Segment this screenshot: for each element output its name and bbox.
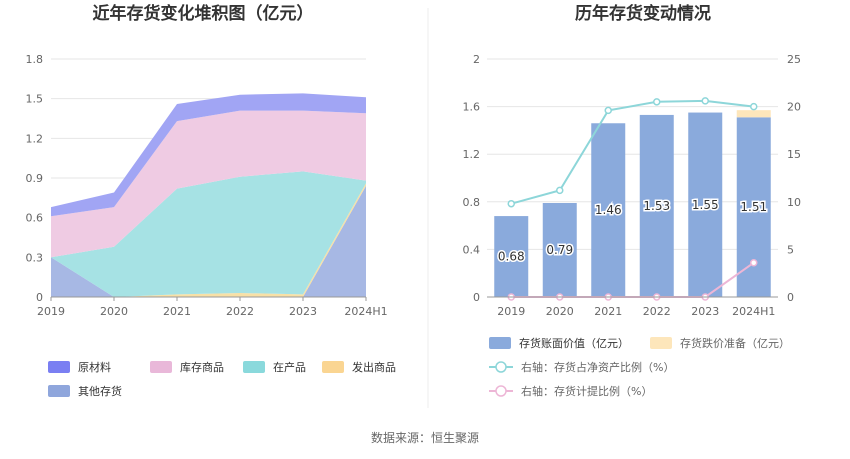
left-y-tick-label: 1.5 (26, 93, 44, 106)
right-legend-swatch (489, 337, 511, 349)
left-y-tick-label: 0 (36, 291, 43, 304)
left-x-tick-label: 2019 (37, 305, 65, 318)
left-y-tick-label: 1.2 (26, 132, 44, 145)
left-y-tick-label: 1.8 (26, 53, 44, 66)
left-legend-label: 原材料 (78, 360, 111, 374)
right-right-y-tick-label: 0 (787, 291, 794, 304)
bar-value-label: 0.79 (546, 243, 573, 257)
left-y-tick-label: 0.3 (26, 251, 44, 264)
left-legend-label: 库存商品 (180, 360, 224, 374)
inventory-value-bar (736, 117, 771, 297)
right-left-y-tick-label: 2 (473, 53, 480, 66)
left-legend-item: 发出商品 (322, 360, 396, 374)
right-left-y-tick-label: 1.2 (463, 148, 481, 161)
source-note: 数据来源：恒生聚源 (371, 430, 479, 445)
right-left-y-axis: 0 0.4 0.8 1.2 1.6 2 (463, 53, 481, 304)
right-legend-label: 存货账面价值（亿元） (519, 336, 629, 350)
right-left-y-tick-label: 0.8 (463, 196, 481, 209)
left-y-tick-label: 0.9 (26, 172, 44, 185)
left-areas (51, 93, 366, 297)
left-x-tick-label: 2024H1 (344, 305, 387, 318)
right-right-y-tick-label: 15 (787, 148, 801, 161)
right-x-tick-label: 2023 (691, 305, 719, 318)
left-x-axis: 2019 2020 2021 2022 2023 2024H1 (37, 297, 388, 318)
left-chart-title: 近年存货变化堆积图（亿元） (93, 3, 314, 24)
stacked-area-chart: 近年存货变化堆积图（亿元） 00.30.60.91.21.51.8 2019 20… (26, 3, 397, 398)
right-grid (487, 58, 778, 250)
right-x-axis: 2019 2020 2021 2022 2023 2024H1 (497, 305, 775, 318)
left-legend-swatch (243, 361, 265, 373)
area-5 (51, 93, 366, 217)
left-legend-swatch (322, 361, 344, 373)
inventory-value-bar (591, 123, 626, 297)
right-legend-marker (495, 385, 507, 397)
right-legend-item: 右轴：存货占净资产比例（%） (489, 360, 674, 374)
right-left-y-tick-label: 0.4 (463, 243, 481, 256)
right-legend-label: 存货跌价准备（亿元） (680, 336, 790, 350)
right-right-y-tick-label: 25 (787, 53, 801, 66)
bar-value-label: 1.55 (692, 198, 719, 212)
bar-value-label: 1.53 (643, 199, 670, 213)
right-legend: 存货账面价值（亿元） 存货跌价准备（亿元） 右轴：存货占净资产比例（%） 右轴：存货计… (489, 336, 790, 398)
bar-value-label: 1.51 (740, 200, 767, 214)
right-x-tick-label: 2024H1 (732, 305, 775, 318)
inventory-value-bar (542, 202, 577, 297)
area-1 (51, 185, 366, 297)
right-left-y-tick-label: 0 (473, 291, 480, 304)
right-chart-title: 历年存货变动情况 (575, 3, 711, 24)
right-legend-label: 右轴：存货占净资产比例（%） (521, 360, 674, 374)
right-legend-marker (495, 361, 507, 373)
line-point (750, 102, 758, 111)
left-y-axis: 0 0.3 0.6 0.9 1.2 1.5 1.8 (26, 53, 44, 304)
left-legend-swatch (150, 361, 172, 373)
bar-value-label: 0.68 (498, 250, 525, 264)
inventory-value-bar (639, 114, 674, 298)
right-legend-item: 右轴：存货计提比例（%） (489, 384, 652, 398)
left-x-tick-label: 2022 (226, 305, 254, 318)
line-point (604, 106, 612, 115)
right-right-y-axis: 0 5 10 15 20 25 (787, 53, 801, 304)
impairment-reserve-bar (736, 110, 771, 118)
line-point (701, 97, 709, 105)
left-legend-label: 在产品 (273, 360, 306, 374)
left-x-tick-label: 2021 (163, 305, 191, 318)
right-x-tick-label: 2022 (643, 305, 671, 318)
right-right-y-tick-label: 10 (787, 196, 801, 209)
line-point (507, 199, 515, 208)
left-x-tick-label: 2020 (100, 305, 128, 318)
right-legend-swatch (650, 337, 672, 349)
bar-value-label: 1.46 (595, 203, 622, 217)
left-legend-item: 在产品 (243, 360, 306, 374)
left-legend-swatch (48, 361, 70, 373)
right-x-tick-label: 2021 (594, 305, 622, 318)
inventory-value-bar (688, 112, 723, 297)
left-legend-item: 库存商品 (150, 360, 224, 374)
inventory-value-bar (494, 216, 529, 297)
line-point (556, 186, 564, 195)
line-series-1 (511, 99, 754, 205)
right-legend-item: 存货账面价值（亿元） (489, 336, 629, 350)
left-legend-item: 其他存货 (48, 384, 122, 398)
left-legend-item: 原材料 (48, 360, 111, 374)
left-legend-label: 发出商品 (352, 360, 396, 374)
right-right-y-tick-label: 20 (787, 101, 801, 114)
line-point (653, 98, 661, 106)
left-y-tick-label: 0.6 (26, 212, 44, 225)
line-point (750, 258, 758, 267)
right-x-tick-label: 2019 (497, 305, 525, 318)
right-right-y-tick-label: 5 (787, 243, 794, 256)
right-legend-item: 存货跌价准备（亿元） (650, 336, 790, 350)
right-legend-label: 右轴：存货计提比例（%） (521, 384, 652, 398)
right-bars: 0.68 0.79 1.46 1.53 1.55 1.51 (494, 110, 771, 298)
right-x-tick-label: 2020 (546, 305, 574, 318)
left-legend-label: 其他存货 (78, 384, 122, 398)
left-legend-swatch (48, 385, 70, 397)
left-x-tick-label: 2023 (289, 305, 317, 318)
right-left-y-tick-label: 1.6 (463, 101, 481, 114)
area-4 (51, 110, 366, 258)
area-3 (51, 171, 366, 297)
